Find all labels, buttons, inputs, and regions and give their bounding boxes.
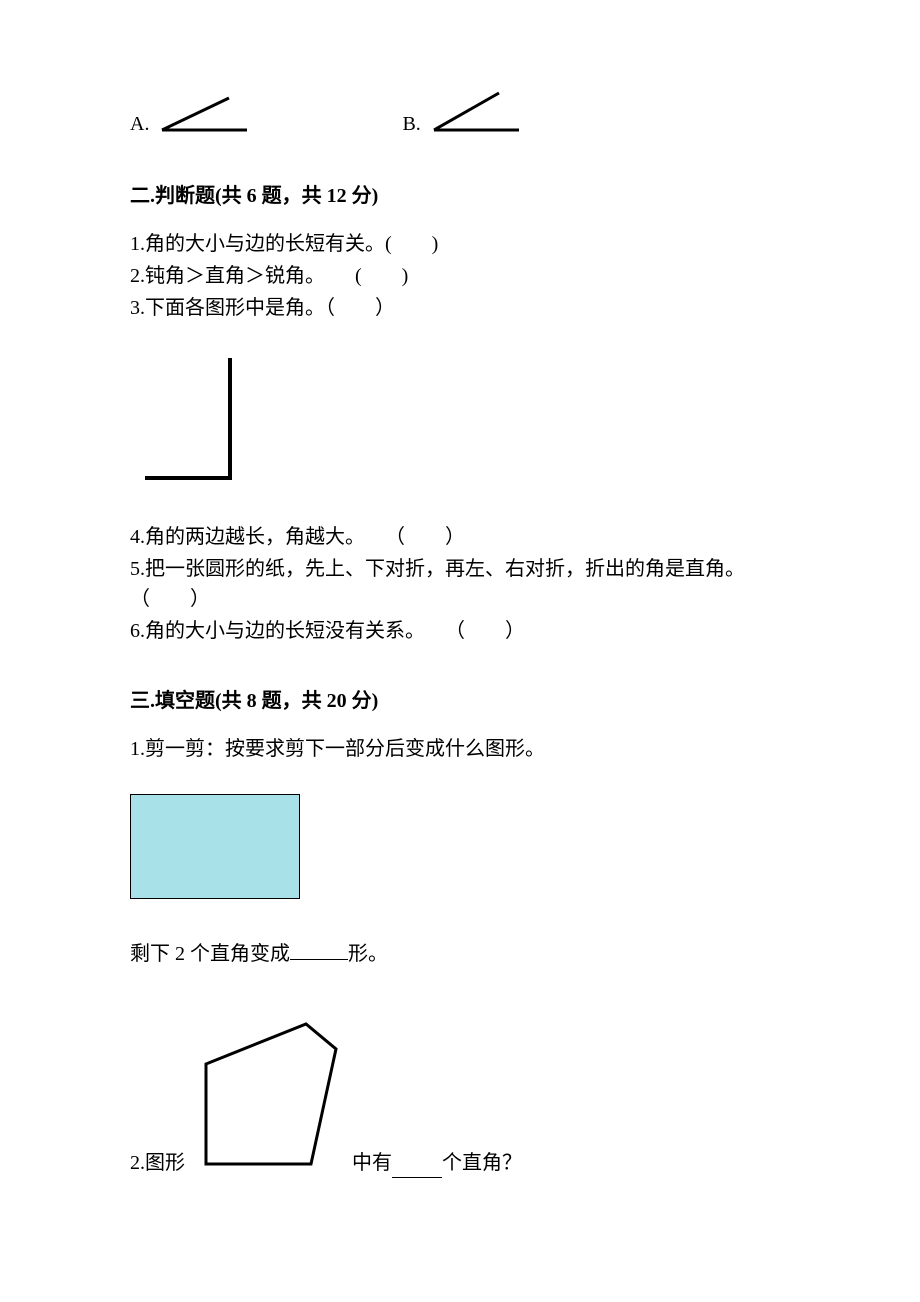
section-3-title: 三.填空题(共 8 题，共 20 分) [130,686,790,716]
s3-q1-post: 形。 [348,943,388,965]
section-2-title: 二.判断题(共 6 题，共 12 分) [130,181,790,211]
options-row: A. B. [130,90,790,141]
angle-b-svg [429,90,524,132]
s3-q1-blank[interactable] [290,939,348,960]
s2-q4: 4.角的两边越长，角越大。 （ ） [130,522,790,552]
angle-b-figure [429,90,524,141]
s3-q2-mid: 中有 [352,1148,392,1178]
angle-a-figure [157,90,252,141]
s2-q2: 2.钝角＞直角＞锐角。 ( ) [130,261,790,291]
s3-q1-text: 1.剪一剪：按要求剪下一部分后变成什么图形。 [130,734,790,764]
s3-q2-pre: 2.图形 [130,1148,185,1178]
cyan-rectangle [130,794,300,899]
s3-q1-rect-figure [130,794,790,899]
s2-q1: 1.角的大小与边的长短有关。( ) [130,229,790,259]
option-b-label: B. [402,109,420,141]
s3-q1-pre: 剩下 2 个直角变成 [130,943,290,965]
s2-q5: 5.把一张圆形的纸，先上、下对折，再左、右对折，折出的角是直角。（ ） [130,554,790,614]
s3-q2-post: 个直角？ [442,1148,522,1178]
right-angle-svg [130,353,240,483]
s3-q2-blank[interactable] [392,1157,442,1178]
pentagon-svg [191,1019,346,1169]
s2-q3-figure [130,353,790,492]
s2-q6: 6.角的大小与边的长短没有关系。 （ ） [130,616,790,646]
option-a-label: A. [130,109,149,141]
s2-q3: 3.下面各图形中是角。（ ） [130,293,790,323]
angle-a-svg [157,90,252,132]
s3-q1-answer-line: 剩下 2 个直角变成 形。 [130,939,790,969]
s3-q2-figure [191,1019,346,1178]
s3-q2-row: 2.图形 中有 个直角？ [130,1019,790,1178]
